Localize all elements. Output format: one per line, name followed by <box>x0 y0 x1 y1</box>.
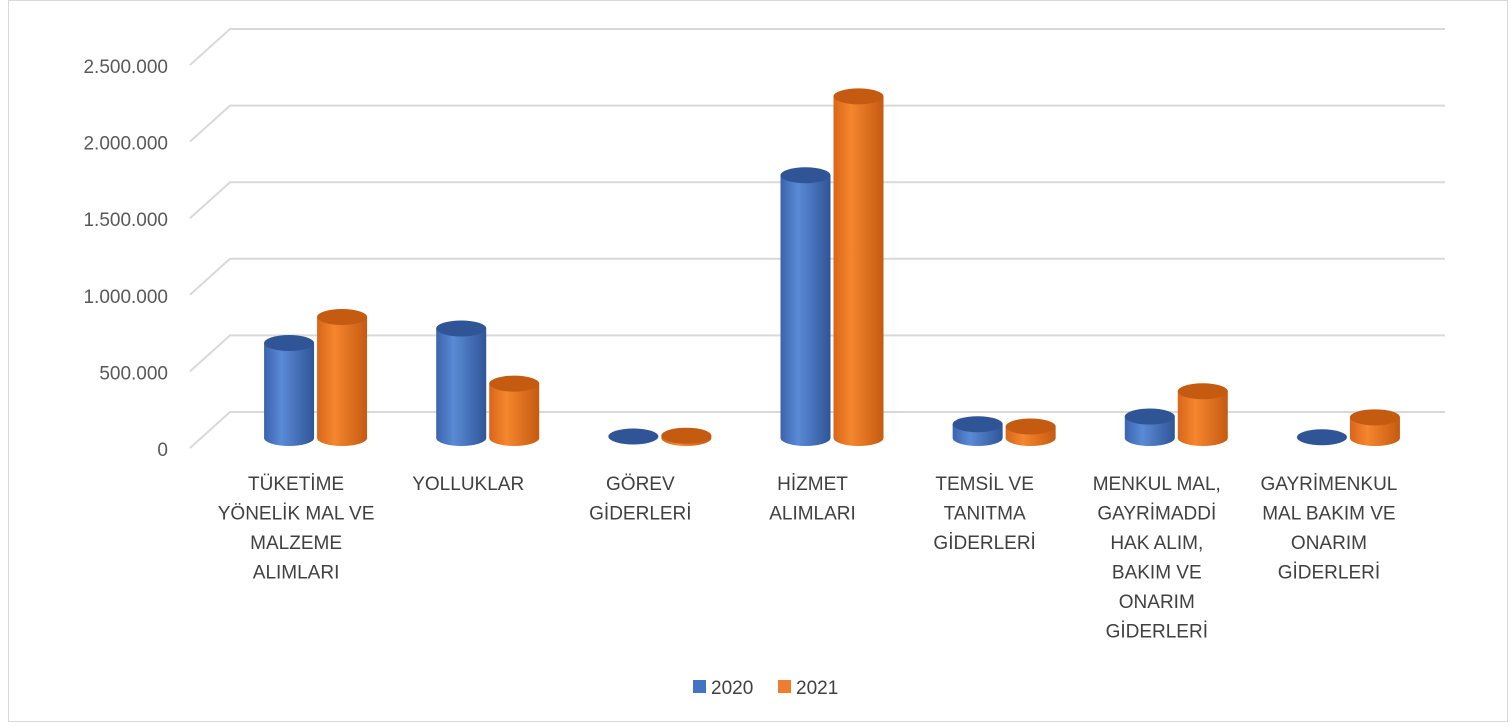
x-category-label: TÜKETİME YÖNELİK MAL VE MALZEME ALIMLARI <box>218 474 375 584</box>
bar-2020 <box>264 335 315 446</box>
x-category-label: HİZMET ALIMLARI <box>769 474 856 525</box>
bar-body <box>1349 417 1400 446</box>
y-tick-label: 0 <box>157 440 168 461</box>
legend: 2020 2021 <box>693 678 838 699</box>
bar-body <box>1124 416 1175 446</box>
bar-body <box>264 343 315 446</box>
bar-top <box>1124 408 1175 425</box>
legend-swatch <box>693 680 706 693</box>
bar-2021 <box>1349 409 1400 446</box>
gridlines <box>189 28 1445 449</box>
gridline <box>189 181 1445 219</box>
gridline <box>189 104 1445 143</box>
bar-top <box>1349 409 1400 426</box>
legend-label: 2020 <box>711 678 753 699</box>
x-category-label: MENKUL MAL, GAYRİMADDİ HAK ALIM, BAKIM VE ON… <box>1093 474 1221 643</box>
y-axis-ticks: 0 500.000 1.000.000 1.500.000 2.000.000 2.500… <box>83 57 168 461</box>
gridline <box>189 334 1445 373</box>
x-category-label: GAYRİMENKUL MAL BAKIM VE ONARIM GİDERLERİ <box>1260 474 1397 584</box>
bar-2021 <box>833 88 884 446</box>
y-tick-label: 2.500.000 <box>83 57 168 78</box>
x-category-label: GÖREV GİDERLERİ <box>589 474 691 525</box>
bar-2021 <box>661 427 712 446</box>
bar-top <box>952 416 1003 433</box>
legend-label: 2021 <box>796 678 838 699</box>
bar-2020 <box>952 416 1003 446</box>
bar-top <box>1177 383 1228 400</box>
x-axis-labels: TÜKETİME YÖNELİK MAL VE MALZEME ALIMLARI YOL… <box>218 474 1398 643</box>
bar-body <box>489 383 540 446</box>
y-tick-label: 500.000 <box>99 363 168 384</box>
bar-top <box>436 320 487 337</box>
bar-body <box>436 328 487 446</box>
bar-top <box>1005 418 1056 435</box>
y-tick-label: 1.500.000 <box>83 210 168 231</box>
bar-2021 <box>1005 418 1056 446</box>
x-category-label: YOLLUKLAR <box>412 474 524 495</box>
bar-2021 <box>317 308 368 446</box>
bar-2020 <box>608 428 659 445</box>
bar-body <box>833 96 884 446</box>
legend-swatch <box>778 680 791 693</box>
bar-2021 <box>1177 383 1228 446</box>
bar-top <box>780 167 831 184</box>
bar-top <box>489 375 540 392</box>
bar-2020 <box>436 320 487 446</box>
bar-2020 <box>1296 429 1347 446</box>
bar-body <box>780 175 831 446</box>
bar-top <box>264 335 315 352</box>
chart-frame <box>8 0 1508 722</box>
y-tick-label: 2.000.000 <box>83 134 168 155</box>
bar-2020 <box>780 167 831 446</box>
bar-top <box>608 428 659 445</box>
gridline <box>189 257 1445 296</box>
bar-top <box>833 88 884 105</box>
bar-2021 <box>489 375 540 446</box>
bars <box>264 88 1400 446</box>
bar-body <box>317 316 368 446</box>
bar-body <box>1177 391 1228 446</box>
x-category-label: TEMSİL VE TANITMA GİDERLERİ <box>933 474 1035 554</box>
y-tick-label: 1.000.000 <box>83 287 168 308</box>
gridline <box>189 28 1445 66</box>
bar-top <box>317 308 368 325</box>
bar-top <box>661 427 712 444</box>
gridline <box>189 411 1445 449</box>
bar-2020 <box>1124 408 1175 446</box>
bar-top <box>1296 429 1347 446</box>
